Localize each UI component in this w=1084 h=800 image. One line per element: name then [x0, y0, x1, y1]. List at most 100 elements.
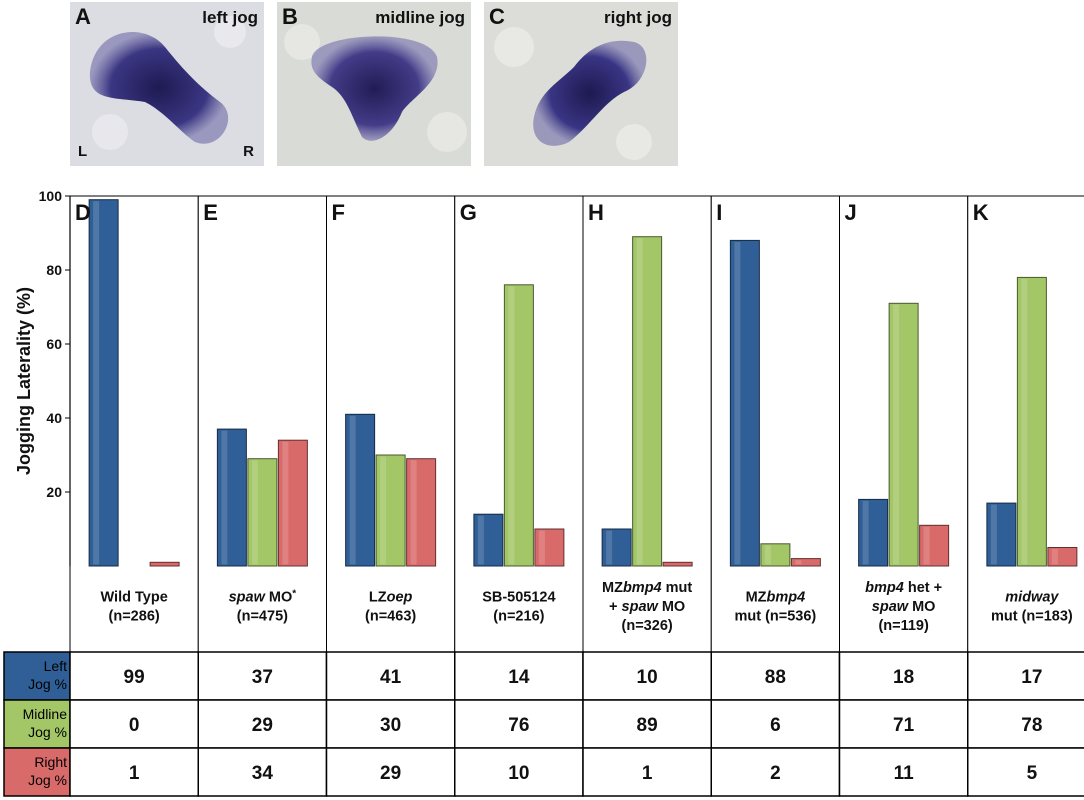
condition-label-segment: MO — [658, 599, 685, 615]
condition-label-segment: het + — [904, 580, 942, 596]
bar-highlight — [380, 456, 387, 565]
table-value-midline: 76 — [508, 715, 529, 736]
table-cell — [838, 747, 969, 797]
table-value-left: 88 — [765, 667, 786, 688]
micrograph-image — [277, 2, 471, 166]
table-value-right: 1 — [642, 763, 653, 784]
row-header-left — [3, 651, 71, 701]
row-header-line: Left — [44, 658, 67, 674]
micrograph-right-jog: C right jog — [484, 2, 678, 166]
condition-label: midway — [1005, 590, 1059, 606]
condition-label: MZbmp4 — [746, 590, 806, 606]
table-cell — [582, 699, 712, 749]
condition-label: spaw MO — [872, 599, 936, 615]
bar-midline — [1016, 276, 1047, 567]
condition-label-segment: mut — [662, 580, 693, 596]
bar-highlight — [410, 460, 417, 565]
condition-label-segment: * — [292, 588, 296, 599]
bar-right — [149, 561, 180, 567]
bar-highlight — [93, 201, 100, 565]
table-value-right: 29 — [380, 763, 401, 784]
bar-highlight — [1051, 549, 1058, 565]
table-cell — [69, 747, 199, 797]
table-cell — [710, 747, 841, 797]
y-axis-label: Jogging Laterality (%) — [14, 287, 34, 475]
table-value-left: 41 — [380, 667, 402, 688]
table-cell — [582, 651, 712, 701]
panel-letter: F — [332, 200, 345, 225]
table-value-left: 10 — [637, 667, 658, 688]
bar-right — [1047, 547, 1078, 567]
condition-label-segment: (n=475) — [237, 609, 288, 625]
y-tick-label: 60 — [46, 336, 62, 352]
table-value-right: 1 — [129, 763, 140, 784]
row-header-line: Jog % — [28, 772, 67, 788]
table-value-right: 2 — [770, 763, 781, 784]
condition-label-segment: MZ — [746, 590, 767, 606]
table-cell — [197, 699, 328, 749]
condition-label: bmp4 het + — [865, 580, 942, 596]
bar-left — [601, 528, 632, 567]
bar-right — [406, 458, 437, 567]
condition-label-segment: MO — [908, 599, 935, 615]
table-cell — [197, 747, 328, 797]
condition-label-segment: SB-505124 — [482, 590, 555, 606]
bar-left — [986, 502, 1017, 567]
bar-highlight — [282, 441, 289, 565]
condition-label: + spaw MO — [609, 599, 685, 615]
micrograph-midline-jog: B midline jog — [277, 2, 471, 166]
bar-right — [277, 439, 308, 567]
condition-label-segment: (n=119) — [878, 618, 929, 634]
bar-highlight — [606, 530, 613, 565]
table-cell — [967, 747, 1084, 797]
bar-highlight — [221, 430, 228, 565]
condition-label: (n=119) — [878, 618, 929, 634]
bar-midline — [375, 454, 406, 567]
bar-right — [790, 558, 821, 567]
condition-label-segment: bmp4 — [767, 590, 806, 606]
row-header-label: Right Jog % — [28, 754, 67, 788]
condition-label-segment: mut (n=183) — [991, 609, 1073, 625]
row-header-line: Jog % — [28, 676, 67, 692]
condition-label-segment: MO — [265, 590, 292, 606]
bar-midline — [888, 302, 919, 567]
bar-midline — [760, 543, 791, 567]
condition-label-segment: LZ — [369, 590, 387, 606]
row-header-line: Midline — [23, 706, 68, 722]
condition-label-segment: bmp4 — [623, 580, 662, 596]
condition-label-segment: (n=326) — [622, 618, 673, 634]
bar-highlight — [990, 504, 997, 565]
panel-letter: I — [716, 200, 722, 225]
bar-highlight — [1021, 278, 1028, 565]
bar-highlight — [893, 304, 900, 565]
y-tick-label: 20 — [46, 484, 62, 500]
table-cell — [967, 699, 1084, 749]
row-header-midline — [3, 699, 71, 749]
panel-letter: E — [203, 200, 218, 225]
table-cell — [197, 651, 328, 701]
bar-highlight — [477, 515, 484, 565]
micrograph-caption: left jog — [202, 8, 258, 27]
condition-label: MZbmp4 mut — [602, 580, 692, 596]
table-value-left: 37 — [252, 667, 273, 688]
bar-highlight — [251, 460, 258, 565]
table-cell — [454, 699, 584, 749]
condition-label-segment: spaw — [872, 599, 910, 615]
condition-label: (n=286) — [109, 609, 160, 625]
condition-label: (n=463) — [365, 609, 416, 625]
table-value-midline: 89 — [637, 715, 658, 736]
condition-label-segment: Wild Type — [100, 590, 167, 606]
row-header-label: Midline Jog % — [23, 706, 68, 740]
bar-left — [88, 199, 119, 567]
bar-left — [473, 513, 504, 567]
table-value-midline: 30 — [380, 715, 401, 736]
condition-label: LZoep — [369, 590, 413, 606]
bar-left — [729, 239, 760, 567]
row-header-label: Left Jog % — [28, 658, 67, 692]
condition-label: (n=216) — [493, 609, 544, 625]
table-value-left: 99 — [124, 667, 145, 688]
condition-label: SB-505124 — [482, 590, 555, 606]
bar-highlight — [538, 530, 545, 565]
condition-label-segment: (n=286) — [109, 609, 160, 625]
table-cell — [838, 699, 969, 749]
